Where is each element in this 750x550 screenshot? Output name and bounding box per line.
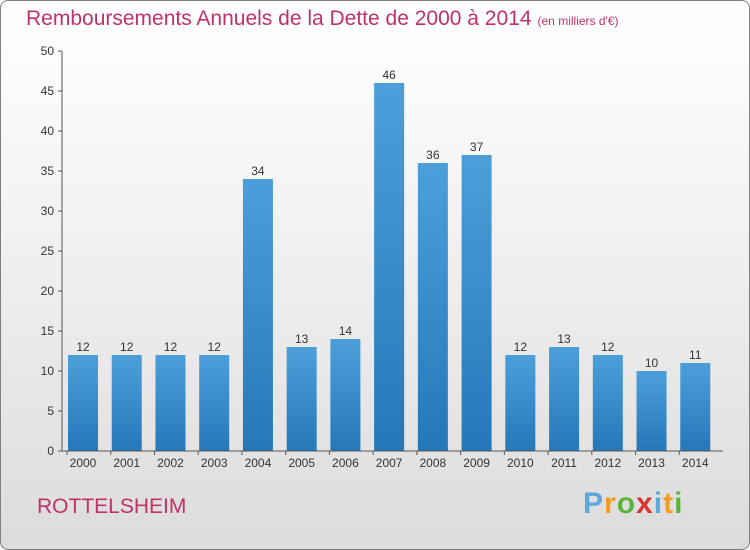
bar-2001 [111,355,142,451]
bar-2000 [68,355,98,451]
logo-letter: x [636,487,654,520]
x-tick-label-2003: 2003 [201,456,228,470]
bar-2013 [636,371,667,451]
data-label-2006: 14 [339,324,353,338]
chart-title-text: Remboursements Annuels de la Dette de 20… [26,7,532,30]
data-label-2012: 12 [601,340,615,354]
axes-layer: 2000 2001 2002 2003 2004 2005 2006 2007 2008 2009… [41,44,723,470]
bar-2008 [417,163,448,451]
logo-letter: i [653,487,664,520]
bar-2014 [680,363,711,451]
data-label-2002: 12 [164,340,178,354]
bar-2010 [505,355,536,451]
data-label-2008: 36 [426,148,440,162]
x-tick-label-2005: 2005 [288,456,315,470]
y-tick-label-10: 10 [41,364,55,378]
commune-name: ROTTELSHEIM [37,495,187,518]
y-tick-label-35: 35 [41,164,55,178]
bar-2004 [242,179,273,451]
x-tick-label-2008: 2008 [420,456,447,470]
x-tick-label-2007: 2007 [376,456,403,470]
chart-subtitle: (en milliers d'€) [537,14,619,28]
x-tick-label-2012: 2012 [594,456,621,470]
x-tick-label-2014: 2014 [682,456,709,470]
y-tick-label-15: 15 [41,324,55,338]
data-label-2010: 12 [514,340,528,354]
data-label-2013: 10 [645,356,659,370]
x-tick-label-2006: 2006 [332,456,359,470]
y-tick-label-0: 0 [47,444,54,458]
logo-letter: r [604,487,617,520]
x-tick-label-2009: 2009 [463,456,490,470]
x-tick-label-2000: 2000 [70,456,97,470]
data-label-2014: 11 [689,348,702,362]
bar-2006 [330,339,361,451]
y-tick-label-20: 20 [41,284,55,298]
y-tick-label-5: 5 [47,404,54,418]
x-tick-label-2013: 2013 [638,456,665,470]
bar-2003 [199,355,230,451]
x-tick-label-2010: 2010 [507,456,534,470]
logo-letter: o [616,487,637,520]
data-label-2003: 12 [208,340,222,354]
bars-layer: 12 12 12 12 34 13 14 46 36 37 12 13 12 10 11 [68,68,711,451]
bar-2009 [461,155,492,451]
y-tick-label-50: 50 [41,44,55,58]
y-tick-label-25: 25 [41,244,55,258]
chart-title: Remboursements Annuels de la Dette de 20… [26,7,619,31]
logo-letter: P [583,487,605,520]
x-tick-label-2004: 2004 [245,456,272,470]
logo-letter: i [674,487,684,520]
data-label-2007: 46 [382,68,396,82]
data-label-2005: 13 [295,332,309,346]
bar-2007 [374,83,405,451]
x-tick-label-2011: 2011 [551,456,577,470]
data-label-2004: 34 [251,164,265,178]
bar-2002 [155,355,186,451]
proxiti-logo[interactable]: Proxiti [583,487,683,521]
y-tick-label-45: 45 [41,84,55,98]
bar-2005 [286,347,317,451]
data-label-2009: 37 [470,140,484,154]
x-tick-label-2001: 2001 [113,456,140,470]
y-tick-label-30: 30 [41,204,55,218]
data-label-2001: 12 [120,340,134,354]
data-label-2000: 12 [76,340,90,354]
logo-letter: t [663,487,675,520]
bar-2012 [592,355,623,451]
y-tick-label-40: 40 [41,124,55,138]
data-label-2011: 13 [557,332,571,346]
x-tick-label-2002: 2002 [157,456,184,470]
bar-2011 [549,347,580,451]
